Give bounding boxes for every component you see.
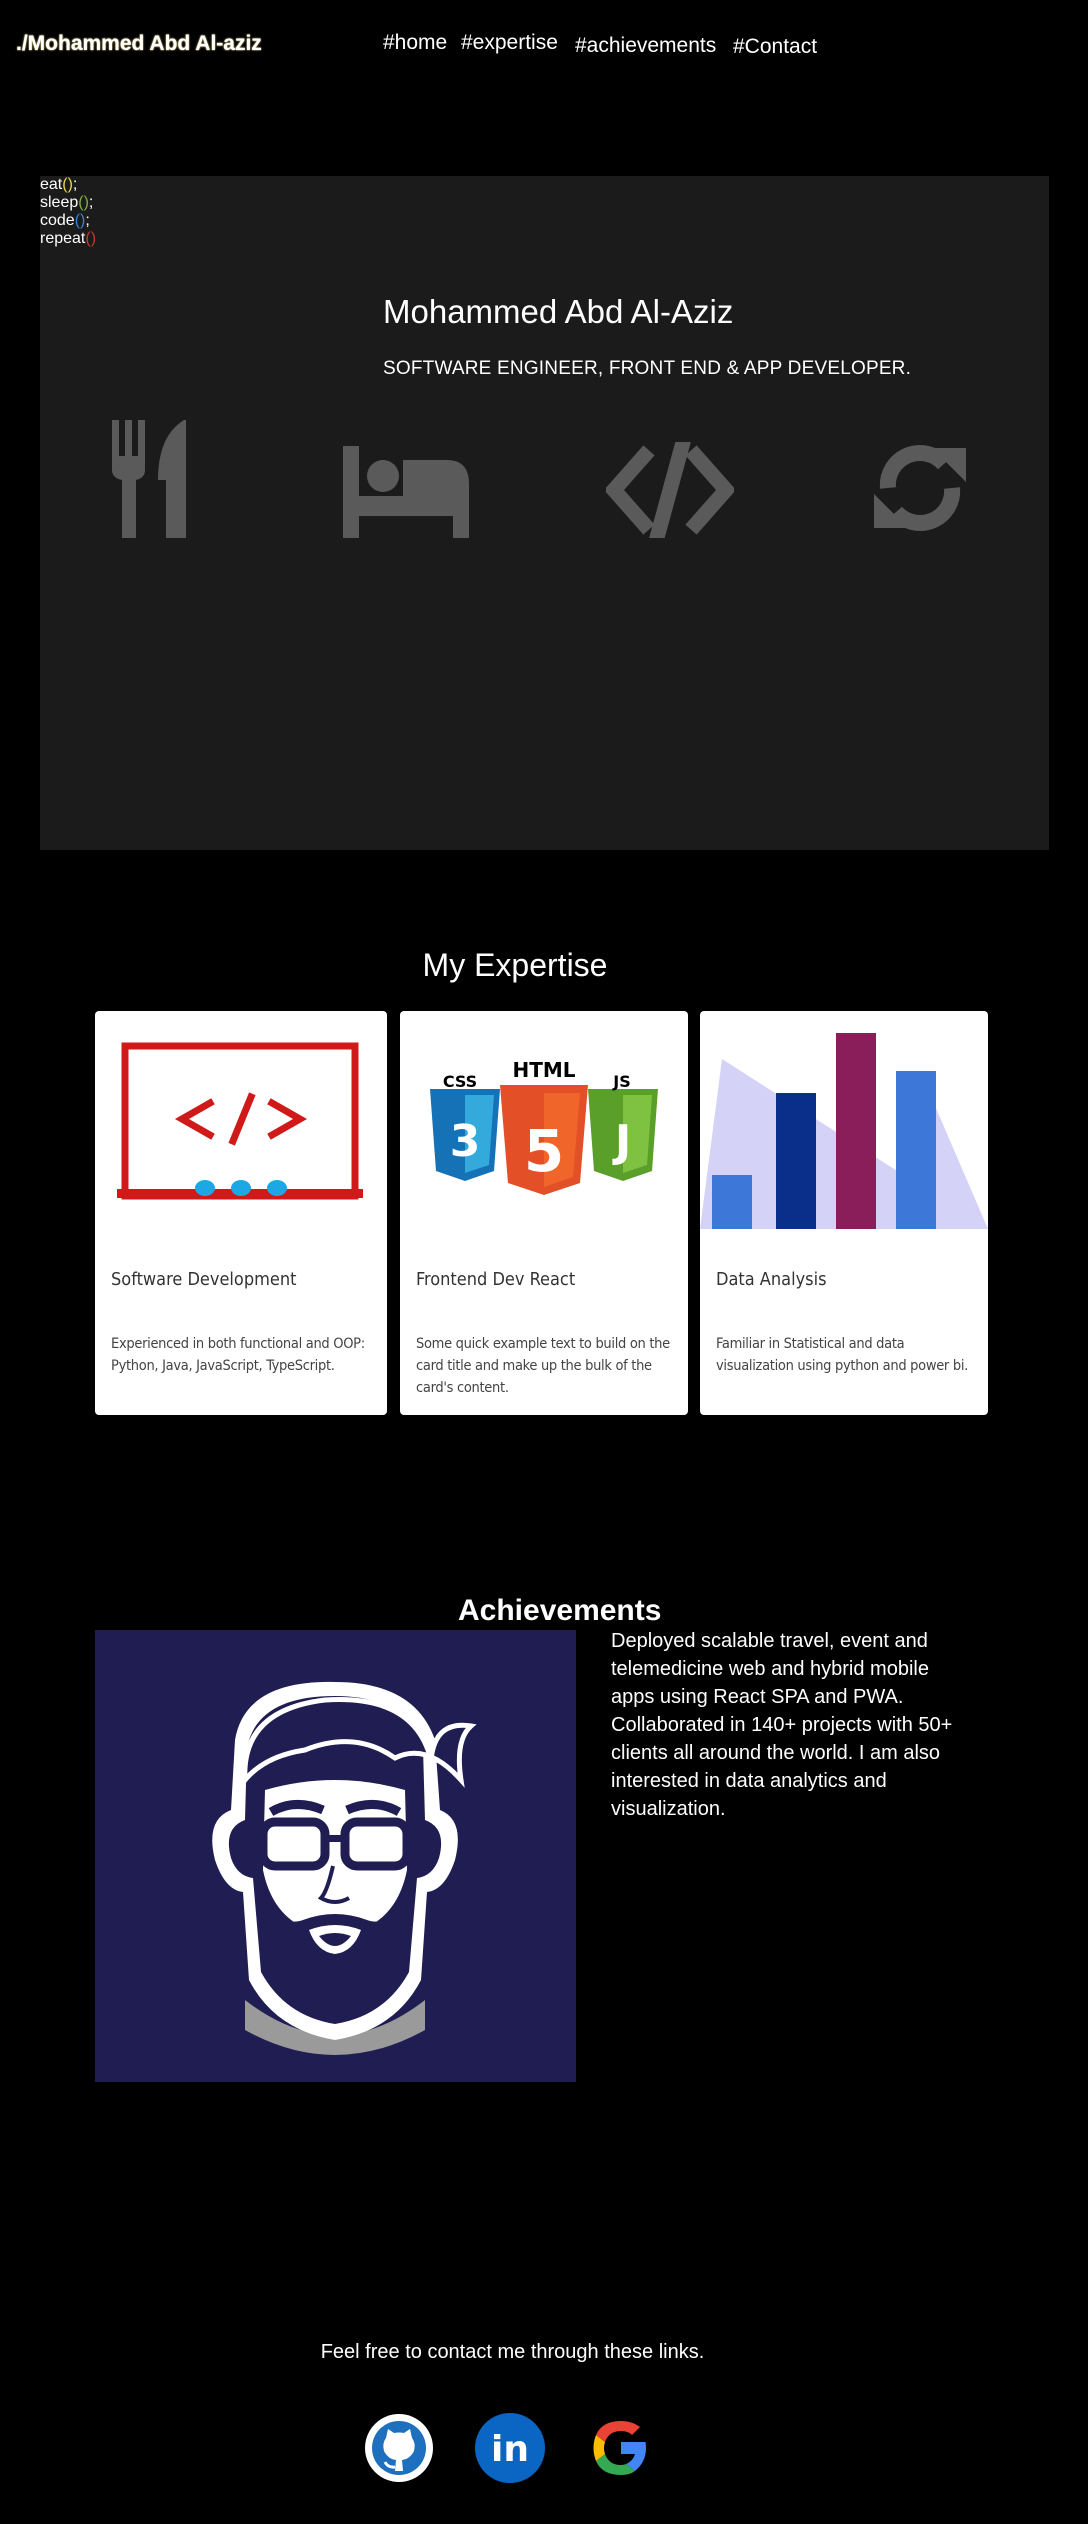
card-title: Frontend Dev React — [416, 1269, 576, 1290]
card-text: Some quick example text to build on the … — [416, 1336, 670, 1396]
linkedin-link[interactable]: in — [475, 2413, 545, 2483]
nav-link-expertise[interactable]: #expertise — [461, 31, 558, 54]
paren-code: () — [74, 212, 86, 229]
fork-knife-icon — [112, 420, 186, 538]
expertise-card-frontend[interactable]: 3 J 5 HTML CSS JS Frontend Dev React Som… — [400, 1011, 688, 1415]
nav-link-contact[interactable]: #Contact — [733, 35, 818, 58]
svg-text:5: 5 — [524, 1117, 564, 1185]
github-link[interactable] — [364, 2413, 434, 2483]
google-link[interactable] — [586, 2413, 656, 2483]
badge-html: HTML — [512, 1058, 575, 1082]
paren-eat: () — [62, 176, 73, 193]
linkedin-icon: in — [475, 2413, 545, 2483]
paren-repeat: () — [85, 230, 97, 247]
svg-text:in: in — [491, 2429, 529, 2470]
svg-text:J: J — [612, 1116, 631, 1167]
nav-link-home[interactable]: #home — [383, 31, 448, 54]
card-title: Data Analysis — [716, 1269, 827, 1290]
nav-link-achievements[interactable]: #achievements — [575, 34, 717, 57]
routine-repeat: repeat() — [40, 230, 97, 247]
contact-text: Feel free to contact me through these li… — [320, 2341, 705, 2363]
routine-eat: eat(); — [40, 176, 78, 193]
badge-css: CSS — [443, 1072, 477, 1091]
bed-icon — [343, 446, 469, 538]
google-icon — [593, 2421, 646, 2475]
achievements-text: Deployed scalable travel, event and tele… — [611, 1630, 953, 1820]
expertise-card-software[interactable]: Software Development Experienced in both… — [95, 1011, 387, 1415]
github-icon — [365, 2414, 433, 2482]
avatar-illustration — [212, 1681, 477, 2055]
svg-text:3: 3 — [450, 1116, 481, 1167]
avatar — [95, 1630, 576, 2082]
routine-sleep: sleep(); — [40, 194, 94, 211]
paren-sleep: () — [78, 194, 89, 211]
html-css-js-icon: 3 J 5 HTML CSS JS — [430, 1058, 658, 1195]
site-brand[interactable]: ./Mohammed Abd Al-aziz — [16, 32, 262, 55]
achievements-title: Achievements — [458, 1594, 662, 1627]
expertise-card-data[interactable]: Data Analysis Familiar in Statistical an… — [700, 1011, 988, 1415]
hero-role: SOFTWARE ENGINEER, FRONT END & APP DEVEL… — [383, 358, 912, 379]
refresh-icon — [874, 445, 966, 531]
badge-js: JS — [612, 1072, 630, 1091]
expertise-title: My Expertise — [422, 947, 608, 983]
hero-section: Mohammed Abd Al-Aziz SOFTWARE ENGINEER, … — [40, 176, 1049, 850]
card-title: Software Development — [111, 1269, 297, 1290]
monitor-code-icon — [117, 1042, 363, 1200]
routine-code: code(); — [40, 212, 90, 229]
code-brackets-icon — [606, 442, 734, 538]
card-text: Experienced in both functional and OOP: … — [111, 1336, 365, 1374]
bar-chart-icon — [700, 1033, 988, 1229]
hero-name: Mohammed Abd Al-Aziz — [383, 293, 734, 330]
card-text: Familiar in Statistical and data visuali… — [716, 1336, 968, 1374]
